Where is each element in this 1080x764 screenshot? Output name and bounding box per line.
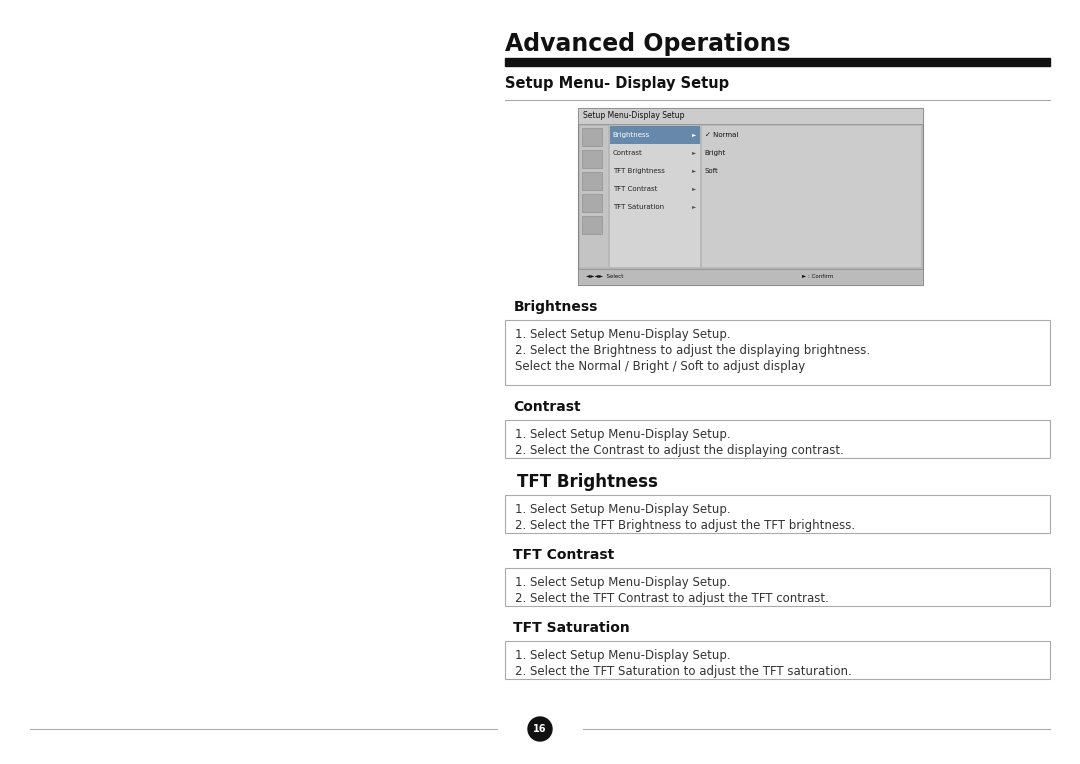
Text: Select the Normal / Bright / Soft to adjust display: Select the Normal / Bright / Soft to adj… — [515, 360, 806, 373]
Bar — [505, 568, 1050, 606]
Bar — [582, 194, 602, 212]
Text: TFT Contrast: TFT Contrast — [513, 548, 615, 562]
Text: 1. Select Setup Menu-Display Setup.: 1. Select Setup Menu-Display Setup. — [515, 328, 731, 341]
Text: Brightness: Brightness — [513, 300, 598, 314]
Text: ►: ► — [692, 186, 696, 192]
Text: 2. Select the Contrast to adjust the displaying contrast.: 2. Select the Contrast to adjust the dis… — [515, 444, 845, 457]
Text: 2. Select the Brightness to adjust the displaying brightness.: 2. Select the Brightness to adjust the d… — [515, 344, 870, 357]
Text: Setup Menu-Display Setup: Setup Menu-Display Setup — [583, 112, 685, 121]
Text: ✓ Normal: ✓ Normal — [705, 132, 738, 138]
Bar — [582, 216, 602, 234]
Text: ►: ► — [692, 205, 696, 209]
Text: Brightness: Brightness — [612, 132, 650, 138]
Text: Contrast: Contrast — [612, 150, 643, 156]
Text: ►: ► — [692, 132, 696, 138]
Text: TFT Saturation: TFT Saturation — [612, 204, 664, 210]
Text: ► : Confirm: ► : Confirm — [802, 274, 834, 280]
Text: 2. Select the TFT Saturation to adjust the TFT saturation.: 2. Select the TFT Saturation to adjust t… — [515, 665, 852, 678]
Bar — [505, 320, 1050, 385]
Text: ►: ► — [692, 151, 696, 156]
Bar — [578, 269, 923, 285]
Bar — [505, 58, 1050, 66]
Bar — [505, 495, 1050, 533]
Text: 1. Select Setup Menu-Display Setup.: 1. Select Setup Menu-Display Setup. — [515, 649, 731, 662]
Bar — [702, 126, 921, 267]
Bar — [582, 128, 602, 146]
Text: 2. Select the TFT Brightness to adjust the TFT brightness.: 2. Select the TFT Brightness to adjust t… — [515, 519, 855, 532]
Text: Contrast: Contrast — [513, 400, 581, 414]
Bar — [578, 108, 923, 285]
Text: 16: 16 — [534, 724, 546, 734]
Text: TFT Contrast: TFT Contrast — [612, 186, 657, 192]
Text: 1. Select Setup Menu-Display Setup.: 1. Select Setup Menu-Display Setup. — [515, 428, 731, 441]
Bar — [505, 641, 1050, 679]
Text: Setup Menu- Display Setup: Setup Menu- Display Setup — [505, 76, 730, 91]
Text: TFT Saturation: TFT Saturation — [513, 621, 631, 635]
Text: TFT Brightness: TFT Brightness — [612, 168, 664, 174]
Bar — [582, 150, 602, 168]
Bar — [505, 420, 1050, 458]
Text: Soft: Soft — [705, 168, 718, 174]
Bar — [582, 172, 602, 190]
Text: ◄►◄►  Select: ◄►◄► Select — [585, 274, 623, 280]
Text: 1. Select Setup Menu-Display Setup.: 1. Select Setup Menu-Display Setup. — [515, 503, 731, 516]
Text: 2. Select the TFT Contrast to adjust the TFT contrast.: 2. Select the TFT Contrast to adjust the… — [515, 592, 829, 605]
Bar — [610, 126, 700, 267]
Text: Advanced Operations: Advanced Operations — [505, 32, 791, 56]
Text: TFT Brightness: TFT Brightness — [517, 473, 659, 491]
Text: ►: ► — [692, 169, 696, 173]
Bar — [610, 126, 700, 144]
Bar — [578, 108, 923, 124]
Text: 1. Select Setup Menu-Display Setup.: 1. Select Setup Menu-Display Setup. — [515, 576, 731, 589]
Text: Bright: Bright — [705, 150, 726, 156]
Bar — [580, 126, 608, 267]
Circle shape — [528, 717, 552, 741]
